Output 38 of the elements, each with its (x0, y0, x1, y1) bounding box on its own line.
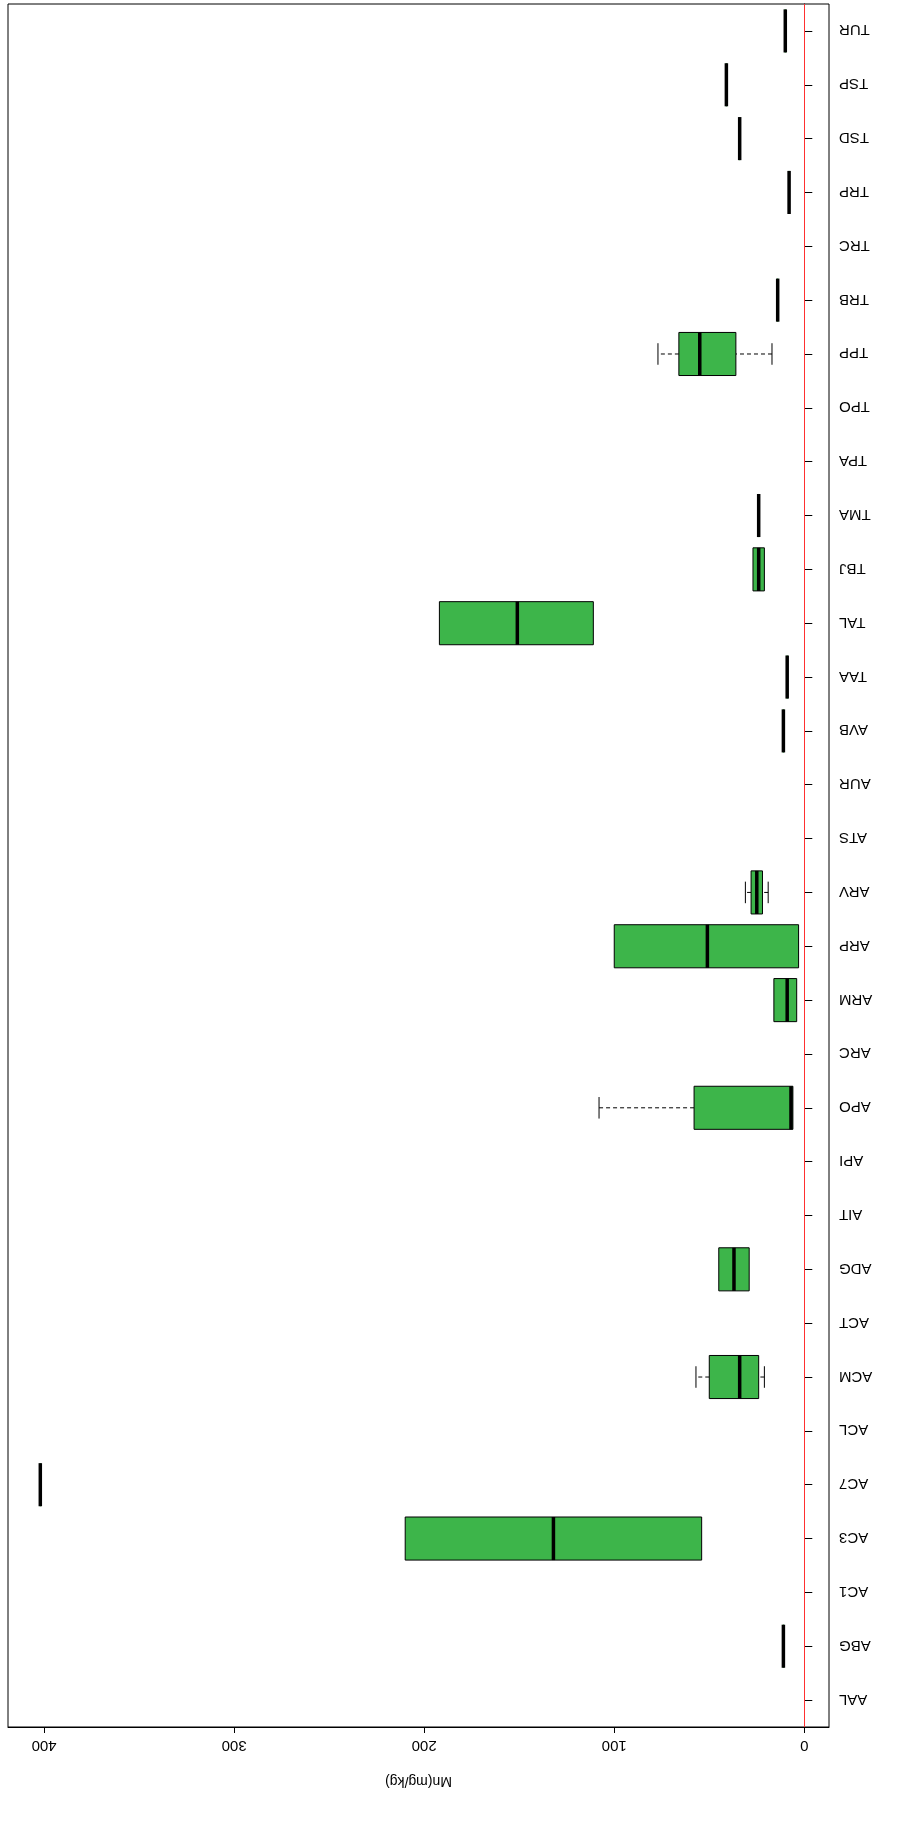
y-tick-label: AVB (839, 722, 868, 740)
y-tick-label: TAA (839, 668, 868, 686)
y-tick-label: TRP (839, 183, 869, 201)
y-tick-label: ARM (839, 991, 873, 1009)
y-tick-label: ACL (839, 1422, 869, 1440)
x-tick-label: 0 (800, 1738, 809, 1755)
y-tick-label: TRB (839, 291, 869, 309)
y-tick-label: ADG (839, 1260, 872, 1278)
y-tick-label: AIT (839, 1206, 863, 1224)
y-tick-label: ARV (839, 883, 870, 901)
y-tick-label: AC3 (839, 1530, 869, 1548)
y-tick-label: TMA (839, 507, 871, 525)
y-tick-label: TPA (839, 453, 868, 471)
y-tick-label: TPO (839, 399, 870, 417)
x-axis-title: Mn(mg/kg) (385, 1774, 452, 1790)
y-tick-label: APO (839, 1099, 871, 1117)
y-tick-label: TSP (839, 76, 869, 94)
y-tick-label: TRC (838, 237, 870, 255)
y-tick-label: AUR (838, 776, 871, 794)
x-tick-label: 400 (31, 1738, 57, 1755)
x-tick-label: 100 (601, 1738, 627, 1755)
y-tick-label: TUR (838, 22, 870, 40)
y-tick-label: ACM (839, 1368, 873, 1386)
y-tick-label: AC7 (839, 1476, 869, 1494)
x-tick-label: 200 (411, 1738, 437, 1755)
y-tick-label: TBJ (839, 560, 866, 578)
y-tick-label: TPP (839, 345, 869, 363)
y-tick-label: AC1 (839, 1583, 869, 1601)
y-tick-label: ARP (839, 937, 870, 955)
y-tick-label: ABG (839, 1637, 871, 1655)
y-tick-label: ACT (839, 1314, 869, 1332)
y-tick-label: AAL (839, 1691, 868, 1709)
y-tick-label: TAL (839, 614, 866, 632)
y-tick-label: ATS (839, 830, 868, 848)
y-tick-label: ARC (838, 1045, 871, 1063)
x-tick-label: 300 (221, 1738, 247, 1755)
y-tick-label: API (839, 1153, 864, 1171)
y-tick-label: TSD (838, 130, 869, 148)
